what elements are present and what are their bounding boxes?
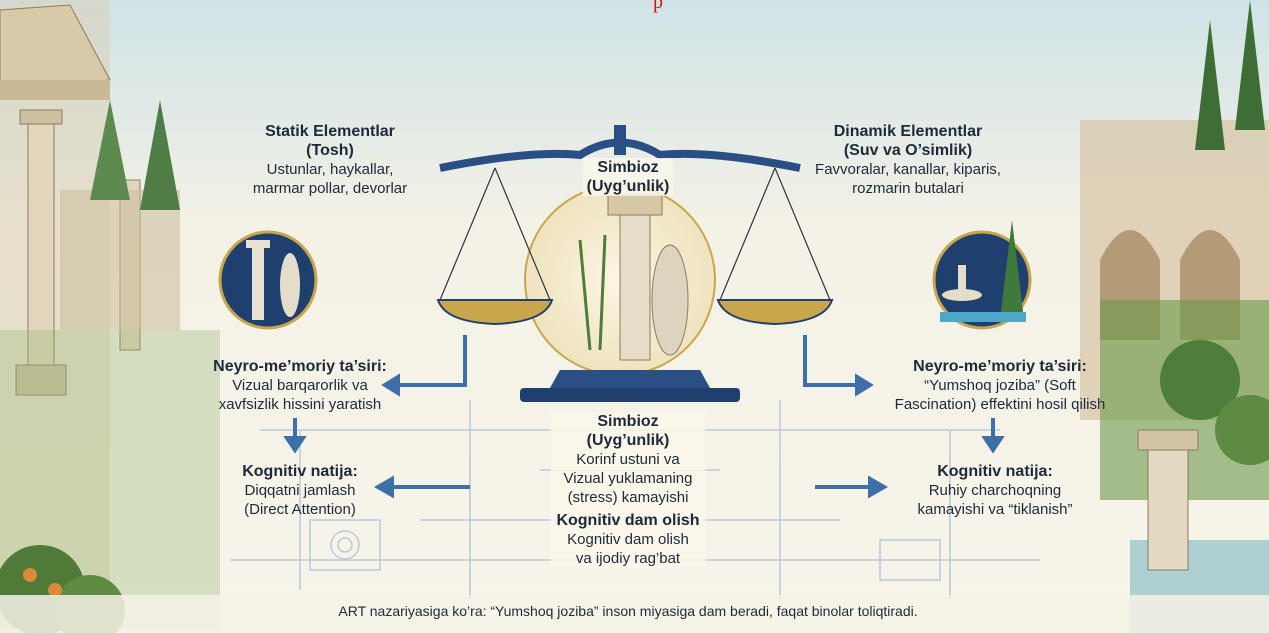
left-result: Kognitiv natija: Diqqatni jamlash (Direc…: [242, 462, 358, 519]
text: Kognitiv natija:: [242, 462, 358, 481]
footer: ART nazariyasiga ko’ra: “Yumshoq joziba”…: [338, 603, 917, 619]
text: Vizual yuklamaning: [556, 469, 699, 488]
center-block: Simbioz (Uyg’unlik) Korinf ustuni va Viz…: [550, 412, 705, 568]
text: Ruhiy charchoqning: [917, 481, 1072, 500]
text: Ustunlar, haykallar,: [253, 160, 407, 179]
scale-label: Simbioz (Uyg’unlik): [583, 158, 674, 196]
text: marmar pollar, devorlar: [253, 179, 407, 198]
text: Favvoralar, kanallar, kiparis,: [815, 160, 1001, 179]
text: Simbioz: [556, 412, 699, 431]
text: Vizual barqarorlik va: [213, 376, 387, 395]
text: (Tosh): [253, 141, 407, 160]
left-effect: Neyro-me’moriy ta’siri: Vizual barqarorl…: [213, 357, 387, 414]
left-heading: Statik Elementlar (Tosh) Ustunlar, hayka…: [253, 122, 407, 198]
right-heading: Dinamik Elementlar (Suv va O’simlik) Fav…: [815, 122, 1001, 198]
text: Simbioz: [587, 158, 670, 177]
right-effect: Neyro-me’moriy ta’siri: “Yumshoq joziba”…: [895, 357, 1106, 414]
text: Neyro-me’moriy ta’siri:: [895, 357, 1106, 376]
text: Dinamik Elementlar: [815, 122, 1001, 141]
text: xavfsizlik hissini yaratish: [213, 395, 387, 414]
text: Diqqatni jamlash: [242, 481, 358, 500]
text: (stress) kamayishi: [556, 488, 699, 507]
text: Statik Elementlar: [253, 122, 407, 141]
text: (Uyg’unlik): [587, 177, 670, 196]
cropped-text: p: [653, 0, 663, 14]
text: (Direct Attention): [242, 500, 358, 519]
text: va ijodiy rag’bat: [556, 549, 699, 568]
text: kamayishi va “tiklanish”: [917, 500, 1072, 519]
text: Kognitiv dam olish: [556, 530, 699, 549]
text: (Suv va O’simlik): [815, 141, 1001, 160]
text: Korinf ustuni va: [556, 450, 699, 469]
text: rozmarin butalari: [815, 179, 1001, 198]
text: Kognitiv natija:: [917, 462, 1072, 481]
text: (Uyg’unlik): [556, 431, 699, 450]
text: Neyro-me’moriy ta’siri:: [213, 357, 387, 376]
page: p Statik Elementlar (Tosh) Ustunlar, hay…: [0, 0, 1269, 633]
text: Fascination) effektini hosil qilish: [895, 395, 1106, 414]
right-result: Kognitiv natija: Ruhiy charchoqning kama…: [917, 462, 1072, 519]
text: Kognitiv dam olish: [556, 511, 699, 530]
text: “Yumshoq joziba” (Soft: [895, 376, 1106, 395]
